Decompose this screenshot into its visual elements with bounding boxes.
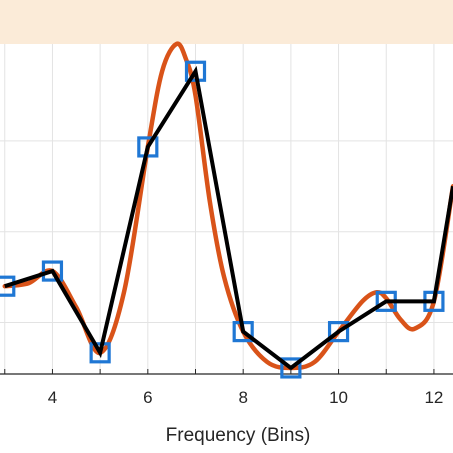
sample-marker	[327, 321, 350, 343]
sample-marker	[41, 260, 64, 282]
sample-marker	[89, 342, 111, 364]
grid-layer	[0, 44, 453, 374]
x-tick-label: 10	[329, 388, 348, 407]
x-axis-label: Frequency (Bins)	[166, 425, 311, 446]
sample-marker	[280, 357, 302, 379]
sample-marker	[0, 275, 16, 297]
header-band	[0, 0, 453, 44]
series-layer	[0, 41, 453, 379]
x-tick-label: 12	[424, 388, 443, 407]
series-interpolated-curve	[2, 41, 453, 371]
x-tick-label: 6	[143, 388, 152, 407]
tick-layer: 4 6 8 10 12	[4, 369, 443, 407]
x-tick-label: 8	[238, 388, 247, 407]
x-tick-label: 4	[48, 388, 57, 407]
sample-marker	[137, 136, 159, 158]
series-linear-line	[4, 65, 453, 371]
